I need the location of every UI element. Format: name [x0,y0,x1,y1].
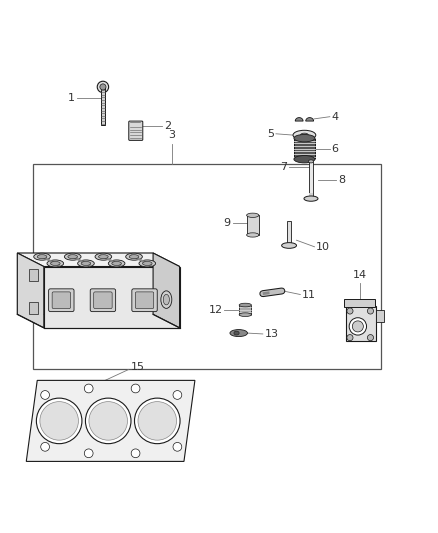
Bar [309,193,313,199]
Ellipse shape [163,294,170,305]
Polygon shape [44,266,180,328]
Text: 2: 2 [164,122,171,131]
Bar [29,302,38,314]
Text: 5: 5 [267,129,274,139]
Bar [346,305,376,341]
Bar [33,164,381,369]
Ellipse shape [230,329,247,336]
Text: 14: 14 [353,270,367,280]
Ellipse shape [126,253,142,260]
Text: 3: 3 [169,131,175,140]
Ellipse shape [112,262,121,265]
Ellipse shape [304,196,318,201]
Text: 11: 11 [302,290,316,300]
Ellipse shape [68,255,78,259]
Circle shape [347,308,353,314]
Text: 9: 9 [224,218,231,228]
Circle shape [173,391,182,399]
Text: 8: 8 [338,175,345,185]
Ellipse shape [247,213,259,217]
Ellipse shape [161,291,172,309]
Ellipse shape [239,313,251,317]
Circle shape [84,449,93,458]
Circle shape [367,335,374,341]
Bar [101,87,105,125]
Circle shape [41,391,49,399]
Ellipse shape [37,255,47,259]
Ellipse shape [308,160,314,163]
Circle shape [131,449,140,458]
Circle shape [100,84,106,90]
Ellipse shape [50,262,60,265]
Circle shape [40,402,78,440]
Circle shape [367,308,374,314]
Ellipse shape [129,255,139,259]
Circle shape [349,318,367,335]
Ellipse shape [282,243,297,248]
Circle shape [352,321,364,332]
Bar [29,269,38,281]
Circle shape [84,384,93,393]
Bar [247,215,259,235]
Text: 10: 10 [316,242,330,252]
Bar [239,305,251,314]
FancyBboxPatch shape [135,292,154,309]
Ellipse shape [294,134,315,142]
Ellipse shape [239,303,251,307]
Ellipse shape [139,260,155,267]
Text: 13: 13 [265,329,279,339]
Polygon shape [18,253,44,328]
Bar [344,300,375,307]
Text: 4: 4 [332,112,339,122]
Circle shape [347,335,353,341]
Ellipse shape [108,260,125,267]
Polygon shape [295,118,303,121]
FancyBboxPatch shape [90,289,116,312]
Bar [376,310,384,322]
Ellipse shape [34,253,50,260]
Bar [287,221,291,245]
Ellipse shape [247,233,259,237]
Circle shape [131,384,140,393]
FancyBboxPatch shape [94,292,112,309]
Ellipse shape [293,130,316,140]
Polygon shape [153,253,180,328]
FancyBboxPatch shape [132,289,157,312]
Circle shape [41,442,49,451]
Text: 6: 6 [332,144,339,154]
Polygon shape [306,118,314,121]
Text: 15: 15 [131,362,145,372]
Circle shape [97,81,109,93]
Circle shape [36,398,82,443]
Text: 1: 1 [67,93,74,103]
Polygon shape [18,253,153,314]
Ellipse shape [234,331,239,335]
Polygon shape [26,381,195,462]
Bar [309,161,313,199]
Circle shape [173,442,182,451]
Circle shape [134,398,180,443]
Ellipse shape [78,260,94,267]
Text: 7: 7 [280,163,287,172]
FancyBboxPatch shape [49,289,74,312]
Ellipse shape [300,133,308,137]
Text: 12: 12 [208,305,223,315]
Ellipse shape [95,253,112,260]
Polygon shape [18,253,180,266]
FancyBboxPatch shape [129,121,143,140]
Circle shape [89,402,127,440]
Bar [294,138,315,159]
Ellipse shape [294,156,315,163]
Ellipse shape [47,260,64,267]
Ellipse shape [81,262,91,265]
Ellipse shape [99,255,108,259]
Ellipse shape [64,253,81,260]
Ellipse shape [142,262,152,265]
Circle shape [85,398,131,443]
FancyBboxPatch shape [52,292,71,309]
Circle shape [138,402,177,440]
